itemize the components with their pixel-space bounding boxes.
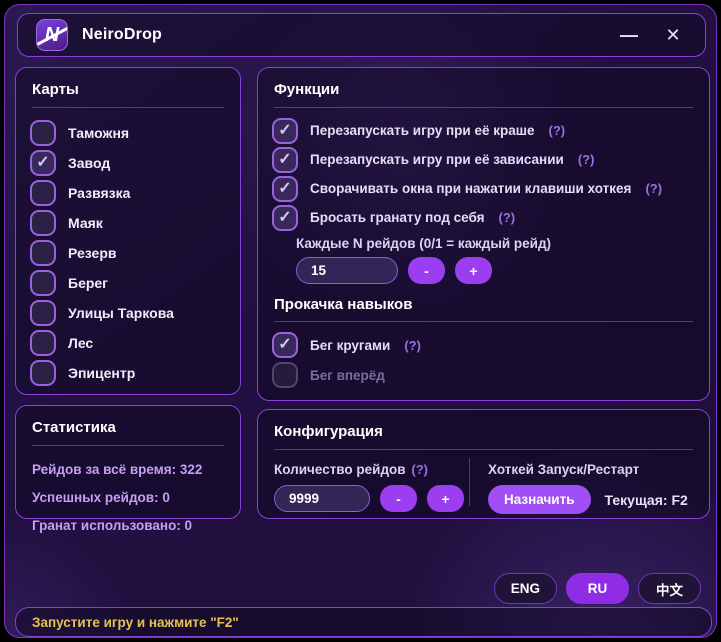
check-icon: ✓ [278,336,292,353]
lang-eng-button[interactable]: ENG [493,573,557,604]
help-icon[interactable]: (?) [548,123,566,138]
checkbox[interactable]: ✓ [30,360,56,386]
check-icon: ✓ [278,150,292,168]
fn-minimize-on-hotkey[interactable]: ✓ Сворачивать окна при нажатии клавиши х… [272,174,693,203]
checkbox[interactable]: ✓ [30,120,56,146]
app-title: NeiroDrop [82,26,163,43]
map-label: Таможня [68,125,130,141]
map-label: Резерв [68,245,117,261]
checkbox[interactable]: ✓ [272,204,298,231]
help-icon[interactable]: (?) [498,210,516,225]
raid-count-plus-button[interactable]: + [427,485,464,512]
map-label: Завод [68,155,111,171]
check-icon: ✓ [36,154,50,171]
map-item-bereg[interactable]: ✓ Берег [30,268,224,298]
app-window: N NeiroDrop — ✕ Карты ✓ Таможня ✓ Завод … [4,4,717,638]
n-raids-minus-button[interactable]: - [408,257,445,284]
current-hotkey-value: Текущая: F2 [604,491,688,508]
checkbox[interactable]: ✓ [30,210,56,236]
fn-throw-grenade[interactable]: ✓ Бросать гранату под себя (?) [272,203,693,232]
help-icon[interactable]: (?) [645,181,663,196]
check-icon: ✓ [278,121,292,139]
title-bar: N NeiroDrop — ✕ [17,13,706,57]
functions-panel-title: Функции [274,81,340,98]
close-button-icon[interactable]: ✕ [665,24,681,45]
raid-count-input[interactable] [274,485,370,512]
checkbox[interactable]: ✓ [272,175,298,202]
help-icon[interactable]: (?) [404,337,421,353]
configuration-panel-title: Конфигурация [274,423,383,440]
lang-zh-button[interactable]: 中文 [638,573,701,604]
checkbox[interactable]: ✓ [30,300,56,326]
maps-panel-title: Карты [32,81,79,98]
assign-hotkey-button[interactable]: Назначить [488,485,591,514]
configuration-panel: Конфигурация Количество рейдов (?) - + Х… [257,409,710,519]
map-label: Эпицентр [68,365,136,381]
hotkey-label: Хоткей Запуск/Рестарт [488,462,640,477]
raid-count-label: Количество рейдов (?) [274,462,428,477]
skills-section-title: Прокачка навыков [274,296,413,313]
stat-successful-raids: Успешных рейдов: 0 [32,490,170,505]
map-label: Маяк [68,215,103,231]
status-bar: Запустите игру и нажмите "F2" [15,607,712,637]
statistics-panel: Статистика Рейдов за всё время: 322 Успе… [15,405,241,533]
fn-restart-on-freeze[interactable]: ✓ Перезапускать игру при её зависании (?… [272,145,693,174]
map-label: Улицы Таркова [68,305,174,321]
map-item-razvyazka[interactable]: ✓ Развязка [30,178,224,208]
n-raids-label: Каждые N рейдов (0/1 = каждый рейд) [296,236,552,251]
map-item-tamozhnya[interactable]: ✓ Таможня [30,118,224,148]
help-icon[interactable]: (?) [411,462,428,477]
stat-grenades-used: Гранат использовано: 0 [32,518,193,533]
map-item-rezerv[interactable]: ✓ Резерв [30,238,224,268]
checkbox[interactable]: ✓ [30,180,56,206]
map-item-epitsentr[interactable]: ✓ Эпицентр [30,358,224,388]
statistics-panel-title: Статистика [32,419,116,436]
checkbox[interactable]: ✓ [30,330,56,356]
minimize-button-icon[interactable]: — [620,24,638,45]
check-icon: ✓ [278,179,292,197]
help-icon[interactable]: (?) [577,152,595,167]
functions-panel: Функции ✓ Перезапускать игру при её краш… [257,67,710,401]
checkbox[interactable]: ✓ [30,150,56,176]
raid-count-minus-button[interactable]: - [380,485,417,512]
checkbox[interactable]: ✓ [272,332,298,358]
map-item-zavod[interactable]: ✓ Завод [30,148,224,178]
stat-total-raids: Рейдов за всё время: 322 [32,462,203,477]
maps-panel: Карты ✓ Таможня ✓ Завод ✓ Развязка ✓ Мая… [15,67,241,395]
checkbox[interactable]: ✓ [272,146,298,173]
n-raids-input[interactable] [296,257,398,284]
map-label: Лес [68,335,94,351]
map-label: Берег [68,275,109,291]
checkbox[interactable]: ✓ [30,240,56,266]
map-item-mayak[interactable]: ✓ Маяк [30,208,224,238]
checkbox: ✓ [272,362,298,388]
check-icon: ✓ [278,208,292,226]
skill-run-forward: ✓ Бег вперёд [272,360,693,390]
lang-ru-button[interactable]: RU [566,573,629,604]
checkbox[interactable]: ✓ [272,117,298,144]
map-label: Развязка [68,185,131,201]
checkbox[interactable]: ✓ [30,270,56,296]
map-item-les[interactable]: ✓ Лес [30,328,224,358]
app-logo-icon: N [36,19,68,51]
map-item-ulitsy-tarkova[interactable]: ✓ Улицы Таркова [30,298,224,328]
n-raids-plus-button[interactable]: + [455,257,492,284]
status-message: Запустите игру и нажмите "F2" [32,614,239,630]
skill-run-in-circles[interactable]: ✓ Бег кругами (?) [272,330,693,360]
language-switcher: ENG RU 中文 [493,573,701,604]
fn-restart-on-crash[interactable]: ✓ Перезапускать игру при её краше (?) [272,116,693,145]
